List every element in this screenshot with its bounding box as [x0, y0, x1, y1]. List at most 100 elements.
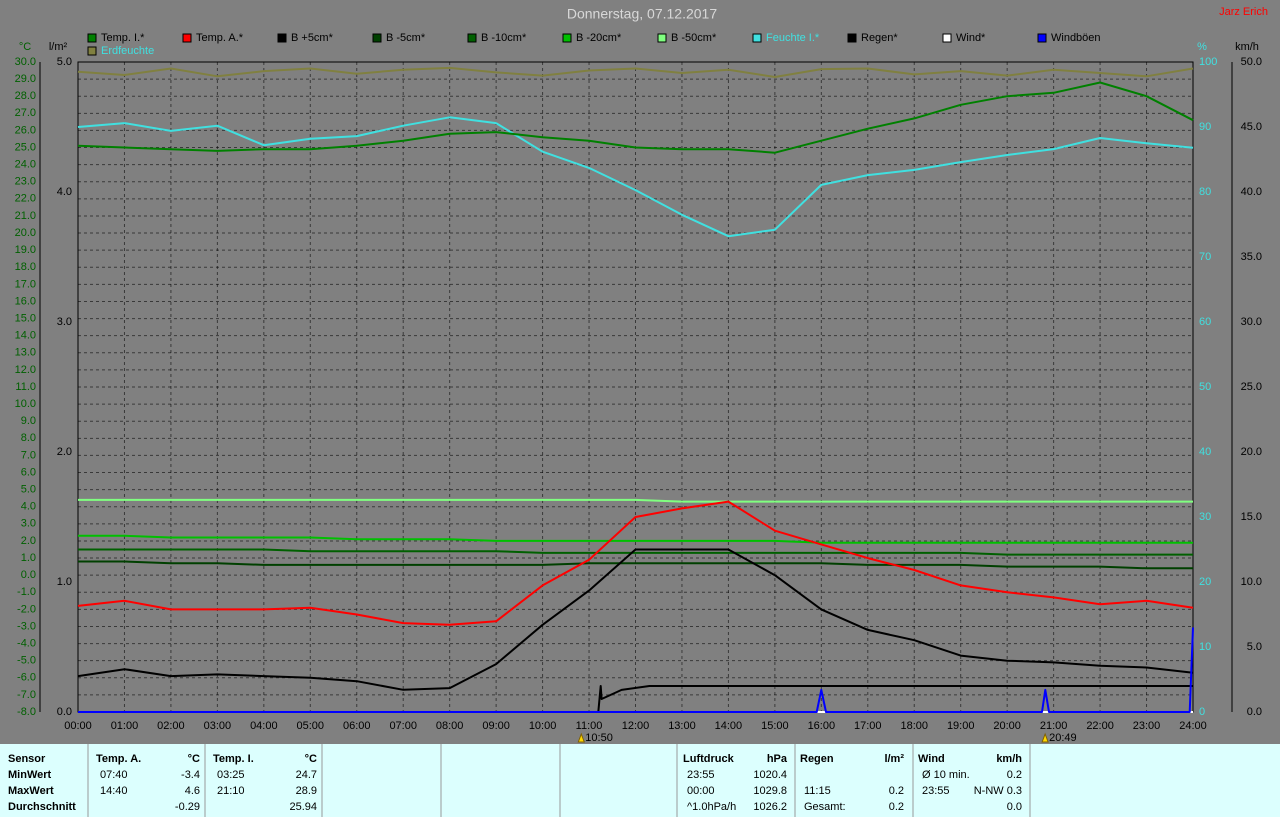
stats-time: 11:15 [804, 785, 831, 797]
event-marker [577, 732, 586, 743]
stats-dividers [87, 744, 1031, 817]
x-tick-label: 00:00 [64, 720, 92, 732]
stats-value: 28.9 [296, 785, 317, 797]
y-tick-label: -3.0 [17, 620, 36, 632]
y-tick-label: 19.0 [15, 244, 36, 256]
y4-tick-label: 50.0 [1241, 56, 1262, 68]
y3-tick-label: 60 [1199, 316, 1211, 328]
y2-tick-label: 3.0 [57, 316, 72, 328]
stats-panel [0, 744, 1280, 817]
stats-unit: km/h [996, 753, 1022, 765]
y2-tick-label: 4.0 [57, 186, 72, 198]
y-tick-label: -5.0 [17, 655, 36, 667]
y2-tick-label: 2.0 [57, 446, 72, 458]
legend-swatch [942, 33, 952, 43]
y-tick-label: 15.0 [15, 312, 36, 324]
stats-value: 1029.8 [753, 785, 787, 797]
stats-time: 14:40 [100, 785, 128, 797]
stats-title: Wind [918, 753, 945, 765]
x-tick-label: 11:00 [576, 720, 603, 732]
stats-title: Temp. A. [96, 753, 141, 765]
y-tick-label: 3.0 [21, 518, 36, 530]
legend-swatch [87, 46, 97, 56]
x-tick-label: 04:00 [250, 720, 278, 732]
legend-swatch [467, 33, 477, 43]
stats-value: 0.2 [889, 801, 904, 813]
y4-axis-title: km/h [1235, 41, 1259, 53]
y-tick-label: 22.0 [15, 193, 36, 205]
y4-tick-label: 15.0 [1241, 511, 1262, 523]
x-tick-label: 16:00 [808, 720, 836, 732]
y-tick-label: -7.0 [17, 689, 36, 701]
stats-value: 4.6 [185, 785, 200, 797]
x-tick-label: 20:00 [993, 720, 1021, 732]
stats-value: 0.2 [889, 785, 904, 797]
y-tick-label: 16.0 [15, 295, 36, 307]
stats-time: 00:00 [687, 785, 715, 797]
y4-tick-label: 0.0 [1247, 706, 1262, 718]
stats-unit: °C [305, 753, 317, 765]
series-line [78, 560, 1193, 570]
legend-swatch [657, 33, 667, 43]
x-tick-label: 02:00 [157, 720, 185, 732]
series-line [78, 534, 1193, 544]
y-tick-label: -2.0 [17, 603, 36, 615]
y-tick-label: 23.0 [15, 176, 36, 188]
stats-unit: hPa [767, 753, 788, 765]
series-line [77, 500, 1194, 626]
y-axis-title: °C [19, 41, 31, 53]
y-tick-label: -8.0 [17, 706, 36, 718]
y3-axis-title: % [1197, 41, 1207, 53]
legend-swatch [372, 33, 382, 43]
y2-tick-label: 1.0 [57, 576, 72, 588]
legend-label: Windböen [1051, 32, 1101, 44]
x-tick-label: 01:00 [111, 720, 139, 732]
x-tick-label: 21:00 [1040, 720, 1068, 732]
y4-tick-label: 5.0 [1247, 641, 1262, 653]
stats-value: 24.7 [296, 769, 317, 781]
y3-tick-label: 80 [1199, 186, 1211, 198]
y-tick-label: 9.0 [21, 415, 36, 427]
stats-time: ^1.0hPa/h [687, 801, 736, 813]
y3-tick-label: 30 [1199, 511, 1211, 523]
y-tick-label: 12.0 [15, 364, 36, 376]
stats-unit: °C [188, 753, 200, 765]
stats-title: Luftdruck [683, 753, 735, 765]
y-tick-label: 24.0 [15, 159, 36, 171]
y-tick-label: 21.0 [15, 210, 36, 222]
legend-label: Temp. I.* [101, 32, 145, 44]
y-tick-label: -1.0 [17, 586, 36, 598]
y4-tick-label: 25.0 [1241, 381, 1262, 393]
stats-time: 03:25 [217, 769, 245, 781]
event-marker [1041, 732, 1049, 743]
y3-tick-label: 0 [1199, 706, 1205, 718]
x-tick-label: 12:00 [622, 720, 650, 732]
y-tick-label: 13.0 [15, 347, 36, 359]
series-line [77, 548, 1194, 691]
stats-title: Regen [800, 753, 834, 765]
stats-value: N-NW 0.3 [974, 785, 1022, 797]
stats-unit: l/m² [884, 753, 904, 765]
x-tick-label: 15:00 [761, 720, 789, 732]
y3-tick-label: 50 [1199, 381, 1211, 393]
stats-time: 23:55 [687, 769, 715, 781]
stats-value: -3.4 [181, 769, 200, 781]
stats-value: 25.94 [289, 801, 317, 813]
legend-label: B -20cm* [576, 32, 622, 44]
x-tick-label: 08:00 [436, 720, 464, 732]
x-tick-label: 06:00 [343, 720, 371, 732]
legend-swatch [182, 33, 192, 43]
y-tick-label: 4.0 [21, 501, 36, 513]
stats-row-label: Durchschnitt [8, 801, 76, 813]
stats-value: 1026.2 [753, 801, 787, 813]
stats-time: 23:55 [922, 785, 950, 797]
y4-tick-label: 10.0 [1241, 576, 1262, 588]
x-tick-label: 05:00 [297, 720, 325, 732]
x-tick-label: 22:00 [1086, 720, 1114, 732]
event-label: 10:50 [585, 732, 613, 744]
y-tick-label: 28.0 [15, 90, 36, 102]
y-tick-label: 17.0 [15, 278, 36, 290]
legend-swatch [752, 33, 762, 43]
stats-time: Ø 10 min. [922, 769, 970, 781]
stats-time: Gesamt: [804, 801, 846, 813]
